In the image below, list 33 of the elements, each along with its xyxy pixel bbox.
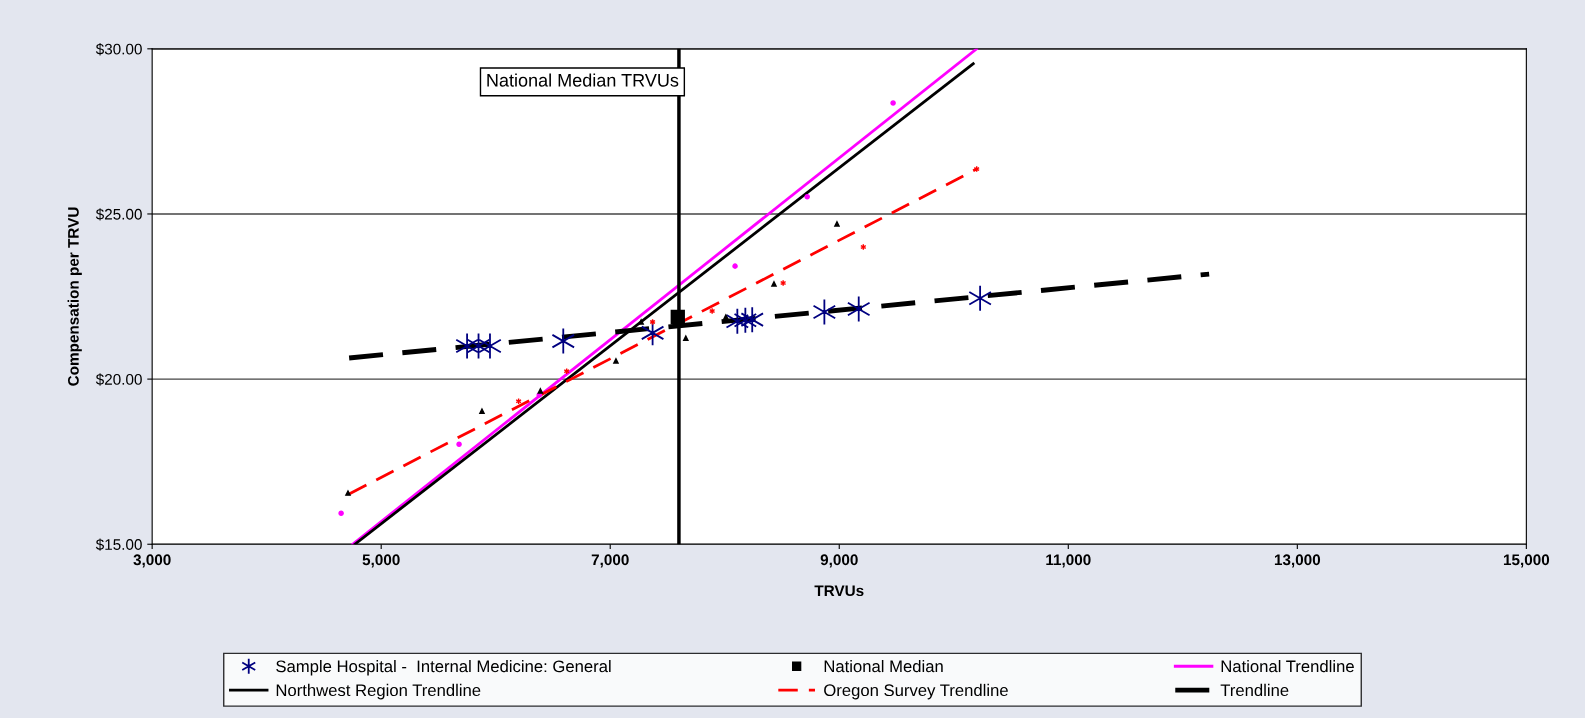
- ref-line-label: National Median TRVUs: [487, 73, 679, 87]
- x-tick-label: 7,000: [591, 554, 629, 568]
- y-tick-label: $30.00: [95, 43, 142, 56]
- x-tick-label: 5,000: [362, 554, 400, 568]
- legend-label: National Median: [824, 660, 943, 673]
- x-tick-label: 15,000: [1503, 554, 1550, 568]
- point: [834, 221, 840, 227]
- point: [479, 408, 485, 414]
- point: [683, 335, 689, 341]
- y-axis-title: Compensation per TRVU: [67, 207, 82, 386]
- legend-label: National Trendline: [1221, 660, 1354, 673]
- point: [345, 490, 351, 496]
- x-axis-title: TRVUs: [814, 585, 864, 597]
- legend-label: Trendline: [1220, 683, 1289, 697]
- y-tick-label: $20.00: [95, 373, 142, 386]
- x-tick-label: 11,000: [1046, 554, 1091, 568]
- point: [804, 194, 810, 200]
- legend-label: Northwest Region Trendline: [276, 683, 481, 700]
- point: [771, 281, 777, 287]
- point: [723, 314, 729, 320]
- point: [890, 100, 896, 106]
- point: [537, 388, 544, 394]
- x-tick-label: 9,000: [820, 554, 858, 568]
- point: [732, 263, 738, 269]
- legend-label: Oregon Survey Trendline: [824, 683, 1008, 700]
- y-tick-label: $15.00: [95, 538, 142, 551]
- point: [338, 510, 344, 516]
- point: [613, 358, 619, 364]
- x-tick-label: 13,000: [1274, 554, 1321, 568]
- point: [638, 319, 644, 325]
- point: [456, 441, 462, 447]
- x-tick-label: 3,000: [133, 554, 171, 568]
- y-tick-label: $25.00: [95, 208, 142, 221]
